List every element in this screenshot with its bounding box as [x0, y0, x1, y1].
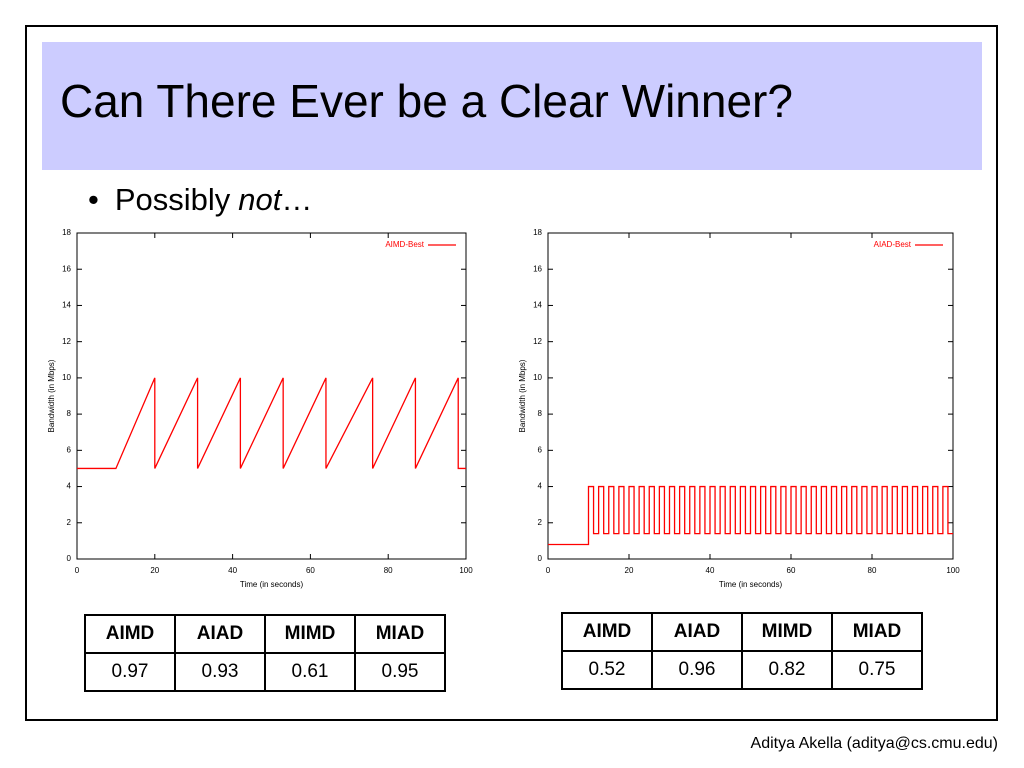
header-cell: AIMD	[84, 614, 176, 654]
table-cell: 0.97	[84, 652, 176, 692]
header-row: AIMD AIAD MIMD MIAD	[84, 614, 446, 654]
bullet-dot: •	[88, 182, 99, 217]
y-tick-label: 2	[67, 518, 72, 527]
bullet-emphasis: not	[238, 182, 282, 217]
x-axis-label: Time (in seconds)	[719, 580, 783, 589]
y-tick-label: 4	[538, 482, 543, 491]
table-cell: 0.96	[651, 650, 743, 690]
y-tick-label: 16	[62, 264, 71, 273]
y-axis-label: Bandwidth (in Mbps)	[518, 359, 527, 432]
x-tick-label: 60	[306, 566, 315, 575]
y-tick-label: 10	[533, 373, 542, 382]
x-axis-label: Time (in seconds)	[240, 580, 304, 589]
x-tick-label: 40	[706, 566, 715, 575]
header-cell: AIAD	[174, 614, 266, 654]
x-tick-label: 0	[75, 566, 80, 575]
bullet-ellipsis: …	[281, 182, 313, 217]
plot-frame	[547, 232, 954, 560]
y-tick-label: 0	[538, 554, 543, 563]
header-row: AIMD AIAD MIMD MIAD	[561, 612, 923, 652]
chart: 0 2 4 6 8 10 12 14 16 18 0 20 40 60 80 100 Time (in seco…	[47, 228, 473, 589]
x-tick-label: 100	[946, 566, 960, 575]
title-bar: Can There Ever be a Clear Winner?	[42, 42, 982, 170]
table-row: 0.97 0.93 0.61 0.95	[84, 652, 446, 692]
y-axis-label: Bandwidth (in Mbps)	[47, 359, 56, 432]
y-tick-label: 10	[62, 373, 71, 382]
x-tick-label: 20	[150, 566, 159, 575]
header-cell: AIAD	[651, 612, 743, 652]
data-line	[548, 485, 953, 546]
table-cell: 0.61	[264, 652, 356, 692]
table-cell: 0.52	[561, 650, 653, 690]
y-tick-label: 18	[62, 228, 71, 237]
y-tick-label: 8	[538, 409, 543, 418]
slide-frame	[25, 25, 998, 721]
x-tick-label: 0	[546, 566, 551, 575]
x-tick-label: 20	[625, 566, 634, 575]
x-tick-label: 60	[787, 566, 796, 575]
result-table: AIMD AIAD MIMD MIAD 0.97 0.93 0.61 0.95	[84, 614, 446, 692]
slide-title: Can There Ever be a Clear Winner?	[60, 75, 793, 127]
table-cell: 0.95	[354, 652, 446, 692]
x-tick-label: 80	[868, 566, 877, 575]
y-tick-label: 18	[533, 228, 542, 237]
y-tick-label: 14	[533, 301, 542, 310]
x-tick-label: 80	[384, 566, 393, 575]
table-cell: 0.82	[741, 650, 833, 690]
y-tick-label: 0	[67, 554, 72, 563]
data-line	[77, 377, 466, 470]
bullet: • Possibly not…	[88, 182, 312, 218]
y-tick-label: 6	[67, 445, 72, 454]
y-tick-label: 14	[62, 301, 71, 310]
header-cell: AIMD	[561, 612, 653, 652]
result-table: AIMD AIAD MIMD MIAD 0.52 0.96 0.82 0.75	[561, 612, 923, 690]
chart: 0 2 4 6 8 10 12 14 16 18 0 20 40 60 80 100 Time (in seco…	[518, 228, 960, 589]
bullet-text: Possibly	[114, 182, 231, 217]
x-tick-label: 100	[459, 566, 473, 575]
y-tick-label: 4	[67, 482, 72, 491]
legend-label: AIMD-Best	[385, 240, 424, 249]
header-cell: MIAD	[831, 612, 923, 652]
y-tick-label: 12	[62, 337, 71, 346]
footer: Aditya Akella (aditya@cs.cmu.edu)	[750, 735, 998, 752]
y-tick-label: 16	[533, 264, 542, 273]
legend-label: AIAD-Best	[874, 240, 912, 249]
header-cell: MIMD	[741, 612, 833, 652]
y-tick-label: 6	[538, 445, 543, 454]
header-cell: MIAD	[354, 614, 446, 654]
table-row: 0.52 0.96 0.82 0.75	[561, 650, 923, 690]
plot-frame	[76, 232, 467, 560]
y-tick-label: 8	[67, 409, 72, 418]
header-cell: MIMD	[264, 614, 356, 654]
table-cell: 0.75	[831, 650, 923, 690]
y-tick-label: 12	[533, 337, 542, 346]
x-tick-label: 40	[228, 566, 237, 575]
y-tick-label: 2	[538, 518, 543, 527]
table-cell: 0.93	[174, 652, 266, 692]
